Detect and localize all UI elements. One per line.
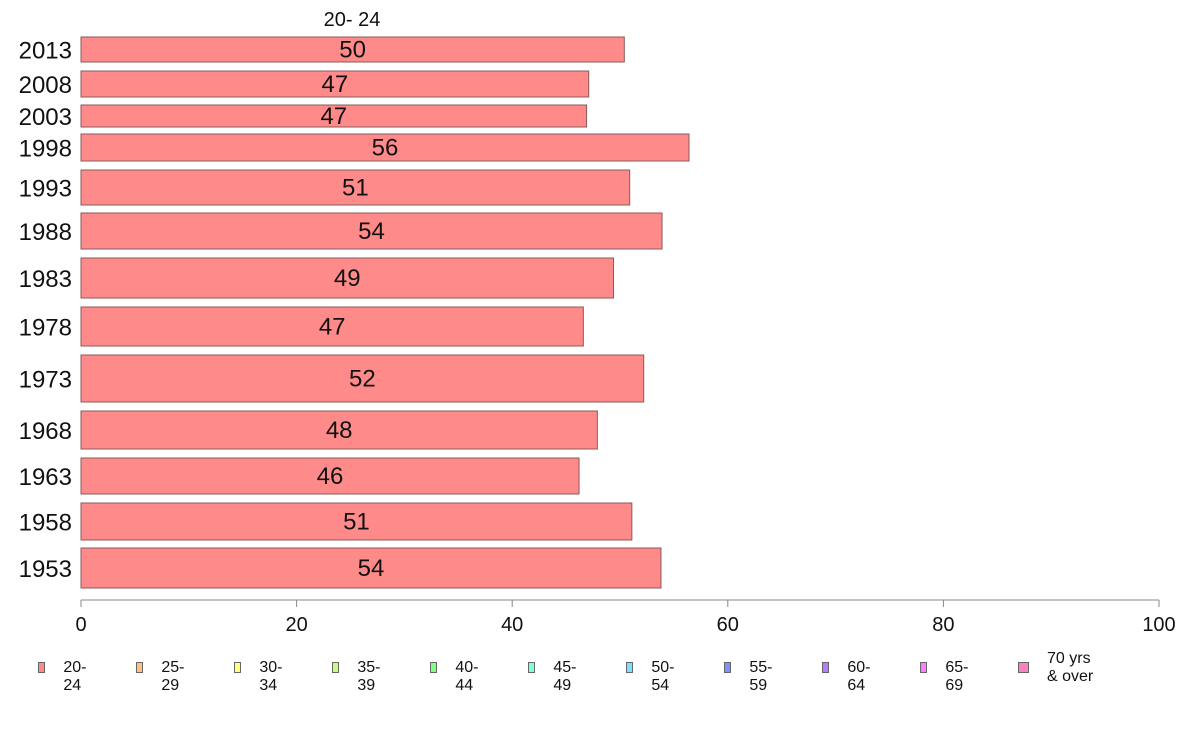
x-axis: 0 20 40 60 80 100 [75,599,1176,636]
legend-label: 45- 49 [553,659,577,694]
bar-1993 [80,169,631,206]
bar-1958 [80,502,633,541]
data-label-1988: 54 [358,218,385,245]
data-label-1958: 51 [343,509,370,536]
year-label-1988: 1988 [19,219,72,246]
legend-label: 20- 24 [63,659,87,694]
data-label-1968: 48 [326,417,353,444]
legend-item: 35- 39 [332,650,384,695]
legend-swatch [626,662,634,673]
legend-swatch [38,662,46,673]
year-label-1958: 1958 [19,510,72,537]
legend-label: 25- 29 [161,659,185,694]
legend-swatch [136,662,144,673]
legend-item: 45- 49 [528,650,580,695]
bar-2008 [80,70,590,98]
year-label-1963: 1963 [19,464,72,491]
legend-swatch [920,662,928,673]
year-label-1998: 1998 [19,136,72,163]
x-tick-label-60: 60 [717,614,739,636]
year-label-1968: 1968 [19,418,72,445]
year-label-2008: 2008 [19,72,72,99]
legend-swatch [822,662,830,673]
bar-1988 [80,212,663,250]
bar-1953 [80,547,662,589]
legend-label: 50- 54 [651,659,675,694]
x-tick-label-20: 20 [285,614,307,636]
legend-label: 60- 64 [847,659,871,694]
data-label-2013: 50 [339,37,366,64]
bar-1998 [80,133,690,162]
legend-label: 35- 39 [357,659,381,694]
bar-1968 [80,410,598,450]
x-tick-label-100: 100 [1142,614,1175,636]
legend-swatch [332,662,340,673]
legend-swatch [724,662,732,673]
bar-1973 [80,354,645,403]
legend-label: 55- 59 [749,659,773,694]
year-labels-group: 2013 2008 2003 1998 1993 1988 1983 1978 1973 1968… [19,38,72,584]
x-tick-label-0: 0 [75,614,86,636]
legend-swatch [430,662,438,673]
bar-2003 [80,104,588,128]
data-label-1963: 46 [317,463,344,490]
year-label-2003: 2003 [19,104,72,131]
year-label-1993: 1993 [19,176,72,203]
bar-2013 [80,36,625,63]
data-label-2003: 47 [320,103,347,130]
year-label-2013: 2013 [19,38,72,65]
legend-swatch [234,662,242,673]
legend-item: 25- 29 [136,650,188,695]
bar-1983 [80,257,615,299]
legend-item: 40- 44 [430,650,482,695]
bar-1963 [80,457,580,495]
year-label-1983: 1983 [19,266,72,293]
legend-item: 30- 34 [234,650,286,695]
x-tick-label-80: 80 [932,614,954,636]
year-label-1978: 1978 [19,315,72,342]
series-header: 20- 24 [324,9,381,31]
data-label-1998: 56 [372,135,399,162]
legend-label: 70 yrs & over [1047,650,1094,685]
legend-item: 60- 64 [822,650,874,695]
data-label-1993: 51 [342,175,369,202]
legend-item: 65- 69 [920,650,972,695]
legend-item: 50- 54 [626,650,678,695]
data-label-1973: 52 [349,366,376,393]
data-label-2008: 47 [322,71,349,98]
data-label-1983: 49 [334,265,361,292]
legend-label: 65- 69 [945,659,969,694]
year-label-1973: 1973 [19,367,72,394]
legend-swatch [528,662,536,673]
legend-label: 30- 34 [259,659,283,694]
legend-label: 40- 44 [455,659,479,694]
legend-item: 20- 24 [38,650,90,695]
legend-item: 70 yrs & over [1018,650,1093,686]
year-label-1953: 1953 [19,556,72,583]
bar-1978 [80,306,584,347]
x-tick-label-40: 40 [501,614,523,636]
data-label-1953: 54 [358,555,385,582]
data-label-1978: 47 [319,314,346,341]
legend-item: 55- 59 [724,650,776,695]
legend-swatch [1018,662,1029,673]
